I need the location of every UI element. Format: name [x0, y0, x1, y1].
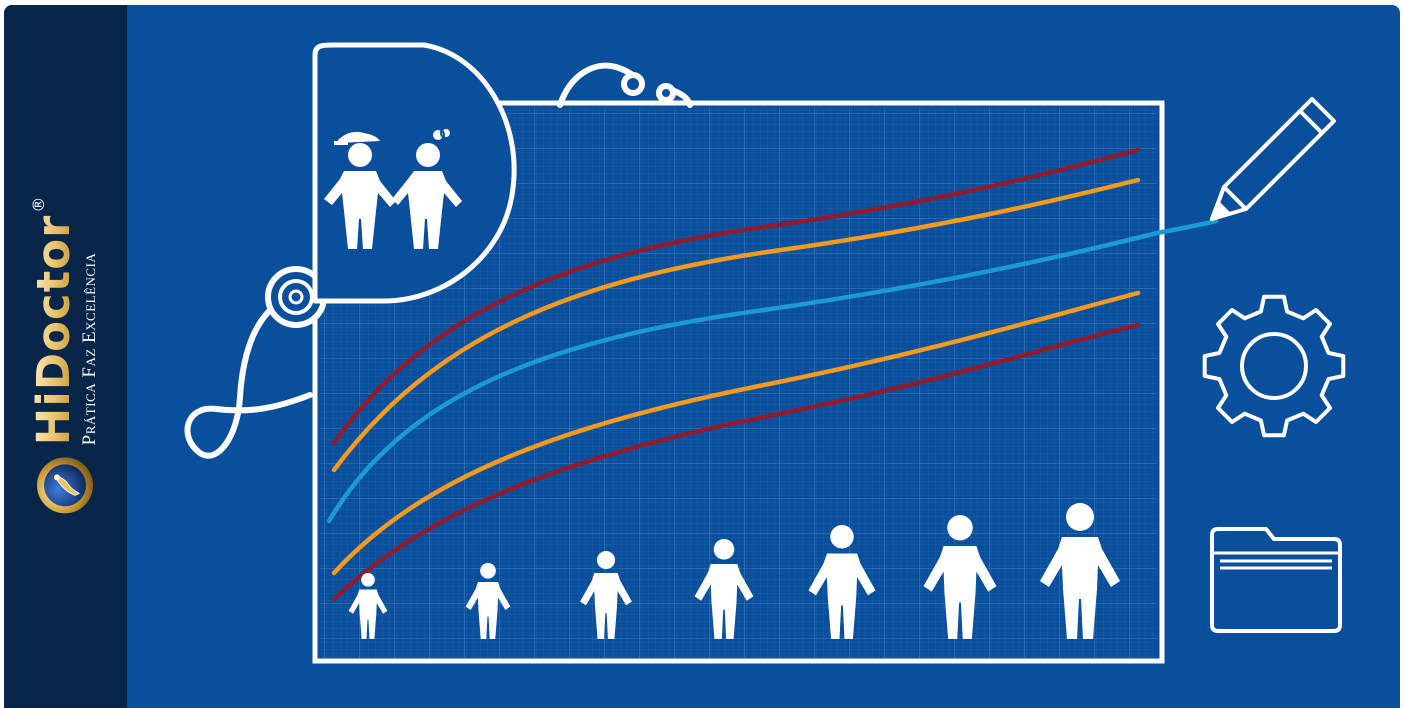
- pencil-icon: [1210, 97, 1336, 221]
- stethoscope-icon: [184, 62, 693, 459]
- growth-chart-illustration: [184, 42, 1346, 664]
- curve-outer-upper: [331, 147, 1141, 446]
- curve-outer-lower: [331, 322, 1141, 602]
- child-figure-icon: [580, 551, 632, 639]
- child-figure-icon: [923, 515, 997, 639]
- child-figure-icon: [1040, 503, 1120, 639]
- curve-median-to-pencil: [1154, 218, 1219, 236]
- folder-icon: [1210, 527, 1342, 633]
- brand-sidebar: HiDoctor® Prática Faz Excelência: [4, 5, 127, 708]
- child-figure-icon: [808, 525, 876, 639]
- banner: HiDoctor® Prática Faz Excelência: [4, 5, 1400, 708]
- child-figure-icon: [348, 573, 388, 639]
- brand-lockup: HiDoctor® Prática Faz Excelência: [27, 197, 100, 516]
- curve-inner-lower: [331, 290, 1141, 576]
- gear-icon: [1202, 294, 1346, 438]
- child-figures: [348, 503, 1120, 639]
- child-figure-icon: [694, 539, 754, 639]
- growth-curves: [326, 147, 1157, 602]
- children-icon: [312, 42, 517, 304]
- curve-median: [326, 230, 1157, 524]
- child-figure-icon: [465, 563, 511, 639]
- curve-inner-upper: [331, 177, 1141, 473]
- hidoctor-logo-icon: [37, 457, 93, 514]
